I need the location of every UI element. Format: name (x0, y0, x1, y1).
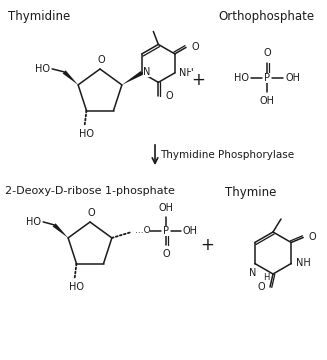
Text: HO: HO (69, 282, 84, 292)
Text: P: P (264, 73, 270, 83)
Text: O: O (162, 249, 170, 259)
Polygon shape (53, 223, 68, 238)
Text: O: O (165, 91, 173, 102)
Text: NH: NH (179, 68, 194, 78)
Text: O: O (87, 208, 95, 218)
Text: OH: OH (285, 73, 300, 83)
Text: HO: HO (79, 129, 94, 139)
Text: HO: HO (26, 217, 41, 227)
Text: O: O (263, 48, 271, 58)
Text: +: + (191, 71, 205, 89)
Text: P: P (163, 226, 169, 236)
Text: Thymine: Thymine (225, 186, 276, 199)
Text: O: O (97, 55, 105, 65)
Text: +: + (200, 236, 214, 254)
Text: HO: HO (234, 73, 249, 83)
Text: O: O (191, 42, 199, 53)
Text: NH: NH (296, 258, 311, 269)
Text: Thymidine: Thymidine (8, 10, 70, 23)
Text: H: H (263, 273, 269, 282)
Text: O: O (308, 233, 316, 243)
Text: 2-Deoxy-D-ribose 1-phosphate: 2-Deoxy-D-ribose 1-phosphate (5, 186, 175, 196)
Text: N: N (249, 269, 256, 279)
Text: OH: OH (158, 203, 173, 213)
Polygon shape (63, 70, 78, 85)
Text: OH: OH (183, 226, 198, 236)
Text: O: O (257, 282, 265, 292)
Text: HO: HO (35, 64, 50, 74)
Text: N: N (143, 67, 150, 77)
Polygon shape (122, 71, 143, 85)
Text: OH: OH (260, 96, 274, 106)
Text: Thymidine Phosphorylase: Thymidine Phosphorylase (160, 150, 294, 160)
Text: ...O: ...O (135, 226, 150, 235)
Text: Orthophosphate: Orthophosphate (218, 10, 314, 23)
